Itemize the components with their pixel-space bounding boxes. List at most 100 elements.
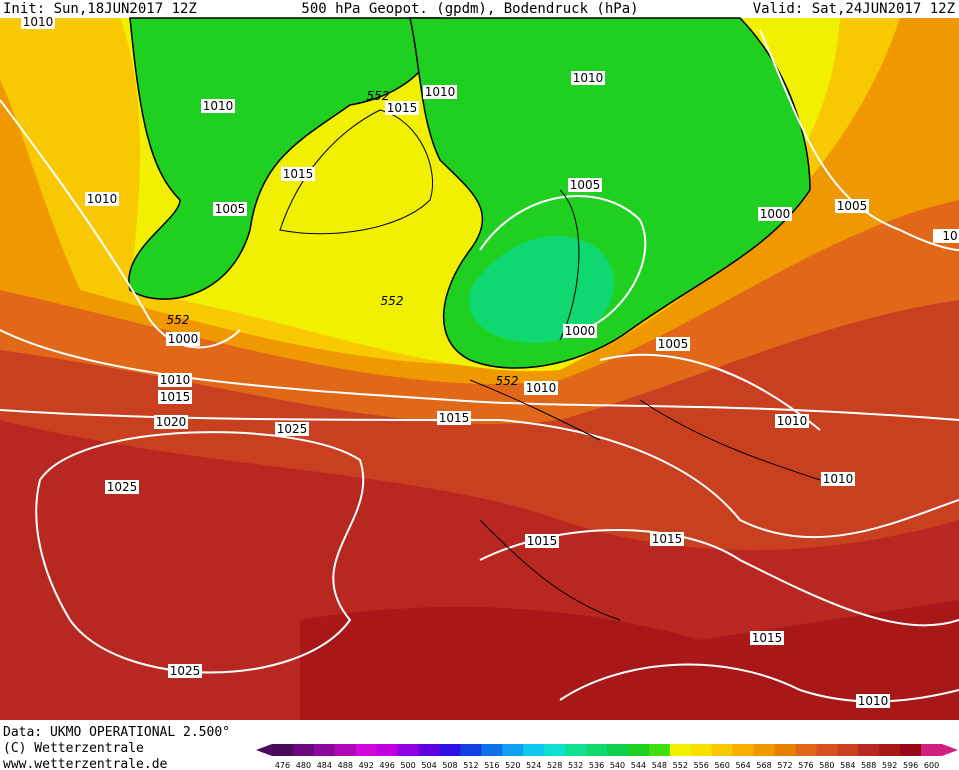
isobar-label-box <box>563 324 597 338</box>
copyright: (C) Wetterzentrale <box>3 741 144 756</box>
colorbar-arrow-right <box>942 744 958 756</box>
colorbar-label: 524 <box>526 761 541 770</box>
colorbar-label: 548 <box>652 761 667 770</box>
colorbar-swatch <box>376 744 399 756</box>
isobar-label-box <box>568 178 602 192</box>
colorbar-swatch <box>481 744 503 756</box>
isobar-label: 1010 <box>526 381 557 395</box>
isobar-label-box <box>166 332 200 346</box>
map <box>0 17 959 720</box>
isobar-label-box <box>385 101 419 115</box>
isobar-label: 1010 <box>858 694 889 708</box>
colorbar-label: 592 <box>882 761 897 770</box>
colorbar-swatch <box>795 744 817 756</box>
coastline <box>279 109 434 235</box>
colorbar-label: 540 <box>610 761 625 770</box>
geopotential-label: 552 <box>496 374 519 388</box>
isobar-label-box <box>758 207 792 221</box>
colorbar-swatch <box>439 744 461 756</box>
colorbar-label: 492 <box>359 761 374 770</box>
colorbar-label: 520 <box>505 761 520 770</box>
isobar-label-box <box>85 192 119 206</box>
colorbar-swatch <box>272 744 294 756</box>
colorbar-swatch <box>732 744 755 756</box>
colorbar-swatch <box>586 744 608 756</box>
isobar-label: 1015 <box>527 534 558 548</box>
colorbar-swatch <box>292 744 315 756</box>
field-darker-red <box>300 600 959 720</box>
trough-west <box>128 17 441 300</box>
isobar-label-box <box>275 422 309 436</box>
isobar-label: 1025 <box>170 664 201 678</box>
isobars <box>0 29 959 703</box>
geopotential-label: 552 <box>167 313 190 327</box>
isobar-label: 1015 <box>387 101 418 115</box>
colorbar: 476 480 484 488 492 496 500 504 508 512 516 520 524 5… <box>256 744 958 770</box>
isobar-label-box <box>650 532 684 546</box>
colorbar-swatch <box>607 744 629 756</box>
colorbar-swatch <box>544 744 566 756</box>
isobar-label-box <box>933 229 959 243</box>
colorbar-arrow-left <box>256 744 272 756</box>
isobar-label: 1005 <box>658 337 689 351</box>
isobar-label-box <box>158 390 192 404</box>
colorbar-label: 564 <box>735 761 750 770</box>
colorbar-label: 488 <box>338 761 353 770</box>
isobar-label-box <box>656 337 690 351</box>
geopotential-label: 552 <box>367 89 390 103</box>
colorbar-label: 496 <box>380 761 395 770</box>
colorbar-swatch <box>502 744 524 756</box>
colorbar-label: 500 <box>400 761 415 770</box>
init-time: Init: Sun,18JUN2017 12Z <box>3 1 197 17</box>
colorbar-swatch <box>669 744 692 756</box>
isobar-label: 1000 <box>565 324 596 338</box>
colorbar-label: 504 <box>421 761 436 770</box>
isobar-label-box <box>281 167 315 181</box>
isobar-label-box <box>213 202 247 216</box>
colorbar-swatch <box>837 744 859 756</box>
colorbar-label: 512 <box>463 761 478 770</box>
isobar-label-box <box>21 15 55 29</box>
isobar-label-box <box>835 199 869 213</box>
isobar-label: 1010 <box>777 414 808 428</box>
isobar-label: 1005 <box>570 178 601 192</box>
isobar-label-box <box>168 664 202 678</box>
colorbar-swatch <box>900 744 922 756</box>
colorbar-swatch <box>753 744 775 756</box>
colorbar-label: 584 <box>840 761 855 770</box>
isobar-label-box <box>437 411 471 425</box>
isobar-label-box <box>750 631 784 645</box>
isobar-label: 1010 <box>160 373 191 387</box>
colorbar-label: 480 <box>296 761 311 770</box>
isobar-label: 1010 <box>425 85 456 99</box>
colorbar-swatch <box>523 744 545 756</box>
isobar-label: 1010 <box>23 15 54 29</box>
colorbar-swatch <box>816 744 838 756</box>
isobar-label-box <box>525 534 559 548</box>
colorbar-label: 476 <box>275 761 290 770</box>
isobar-label-box <box>524 381 558 395</box>
colorbar-label: 536 <box>589 761 604 770</box>
isobar-label-box <box>423 85 457 99</box>
colorbar-label: 600 <box>924 761 939 770</box>
colorbar-swatch <box>921 744 943 756</box>
isobar-label: 1015 <box>160 390 191 404</box>
isobar-label: 1015 <box>283 167 314 181</box>
isobar-label-box <box>571 71 605 85</box>
colorbar-swatch <box>648 744 671 756</box>
isobar-label: 1010 <box>823 472 854 486</box>
colorbar-label: 588 <box>861 761 876 770</box>
colorbar-swatch <box>418 744 440 756</box>
isobar-label-box <box>154 415 188 429</box>
colorbar-label: 580 <box>819 761 834 770</box>
colorbar-label: 484 <box>317 761 332 770</box>
colorbar-swatch <box>858 744 880 756</box>
colorbar-label: 544 <box>631 761 646 770</box>
isobar-label-box <box>105 480 139 494</box>
isobar-label: 10 <box>942 229 957 243</box>
colorbar-label: 508 <box>442 761 457 770</box>
isobar-label-box <box>775 414 809 428</box>
isobar-label-box <box>201 99 235 113</box>
